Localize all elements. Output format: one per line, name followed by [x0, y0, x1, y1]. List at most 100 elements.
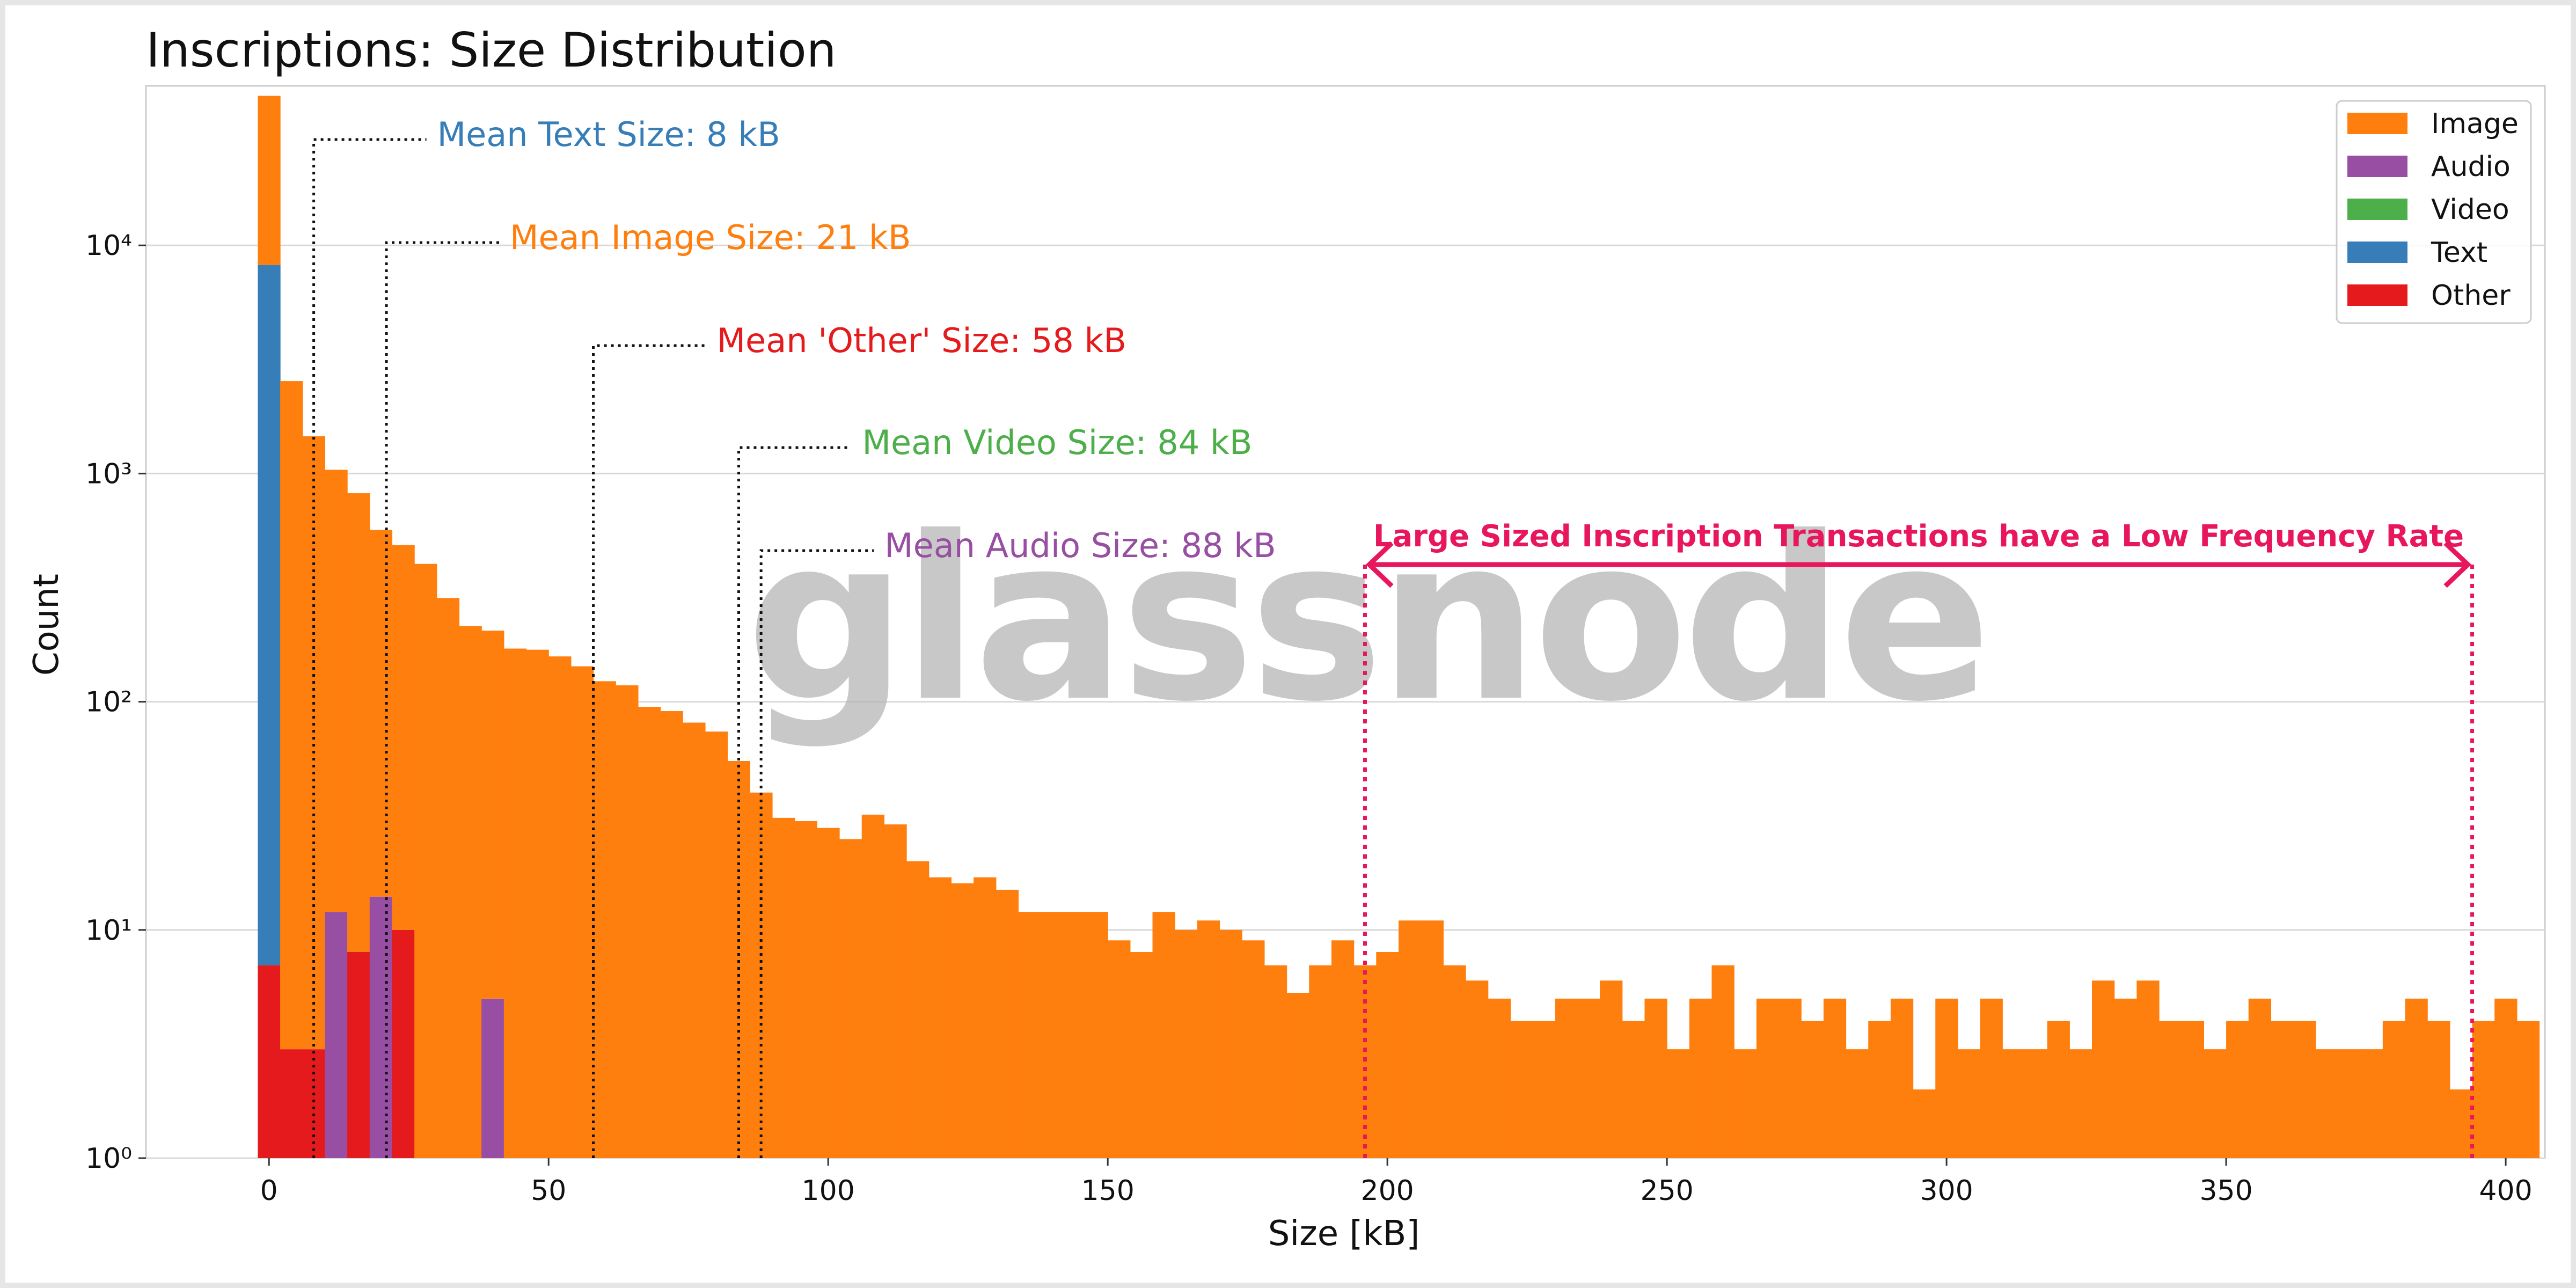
- bar-image: [1577, 998, 1600, 1158]
- y-tick-label: 10³: [85, 458, 132, 490]
- bar-image: [1398, 920, 1422, 1158]
- bar-image: [2382, 1021, 2406, 1158]
- bar-image: [1376, 952, 1399, 1158]
- bar-image: [1197, 920, 1220, 1158]
- bar-image: [1443, 965, 1466, 1158]
- bar-image: [1868, 1021, 1891, 1158]
- bar-image: [1957, 1049, 1981, 1158]
- bar-other: [280, 1049, 303, 1158]
- bar-image: [1219, 930, 1242, 1158]
- bar-image: [638, 707, 661, 1158]
- bar-image: [906, 861, 930, 1158]
- bar-image: [1689, 998, 1713, 1158]
- bar-image: [1801, 1021, 1824, 1158]
- bar-image: [1890, 998, 1914, 1158]
- bar-image: [1555, 998, 1578, 1158]
- mean-size-annotations: Mean Text Size: 8 kB Mean Image Size: 21 …: [312, 115, 1276, 1158]
- mean-size-label: Mean Audio Size: 88 kB: [884, 526, 1276, 565]
- bar-image: [2449, 1089, 2473, 1158]
- bar-other: [258, 965, 281, 1158]
- bar-image: [928, 877, 952, 1158]
- bar-image: [2338, 1049, 2361, 1158]
- x-tick-label: 200: [1361, 1175, 1414, 1207]
- histogram-bars: [258, 96, 2540, 1158]
- bar-image: [839, 839, 862, 1158]
- bar-image: [459, 626, 482, 1158]
- bar-image: [861, 815, 884, 1158]
- bar-image: [2360, 1049, 2383, 1158]
- bar-image: [1152, 912, 1175, 1158]
- bar-image: [2405, 998, 2428, 1158]
- bar-image: [1488, 998, 1511, 1158]
- y-tick-label: 10¹: [85, 914, 132, 947]
- bar-image: [1018, 912, 1041, 1158]
- bar-image: [347, 493, 370, 953]
- bar-image: [2516, 1021, 2540, 1158]
- mean-size-leader-line: [759, 549, 874, 1158]
- bar-image: [1063, 912, 1086, 1158]
- bar-image: [1353, 965, 1377, 1158]
- bar-image: [2047, 1021, 2070, 1158]
- x-tick-label: 250: [1640, 1175, 1693, 1207]
- y-axis-ticks: 10⁰ 10¹ 10² 10³ 10⁴: [85, 230, 146, 1175]
- mean-size-leader-line: [312, 138, 427, 1158]
- bar-image: [2204, 1049, 2227, 1158]
- bar-image: [1756, 998, 1780, 1158]
- legend-swatch-text: [2347, 241, 2407, 263]
- bar-other: [347, 952, 370, 1158]
- bar-image: [1667, 1049, 1690, 1158]
- bar-image: [1331, 940, 1355, 1158]
- bar-image: [2472, 1021, 2495, 1158]
- bar-image: [996, 889, 1019, 1158]
- x-axis-label: Size [kB]: [1268, 1214, 1420, 1254]
- bar-image: [436, 598, 460, 1158]
- mean-size-label: Mean Image Size: 21 kB: [510, 218, 911, 257]
- y-axis-label: Count: [27, 574, 67, 676]
- bar-image: [593, 681, 616, 1158]
- bar-image: [1108, 940, 1131, 1158]
- bar-image: [1510, 1021, 1533, 1158]
- bar-text: [258, 265, 281, 965]
- bar-image: [616, 685, 639, 1158]
- bar-image: [2271, 1021, 2294, 1158]
- bar-image: [325, 470, 348, 912]
- bar-image: [2248, 998, 2272, 1158]
- bar-image: [2226, 1021, 2249, 1158]
- bar-image: [2159, 1021, 2182, 1158]
- bar-image: [1264, 965, 1287, 1158]
- bar-image: [2181, 1021, 2205, 1158]
- bar-image: [2315, 1049, 2339, 1158]
- legend-label-video: Video: [2431, 194, 2509, 226]
- bar-image: [1041, 912, 1064, 1158]
- bar-image: [2427, 1021, 2450, 1158]
- callout-text: Large Sized Inscription Transactions hav…: [1373, 519, 2464, 554]
- bar-image: [2092, 980, 2115, 1158]
- bar-image: [1421, 920, 1444, 1158]
- bar-image: [1242, 940, 1265, 1158]
- bar-audio: [481, 998, 504, 1158]
- mean-size-label: Mean Text Size: 8 kB: [437, 115, 780, 154]
- mean-size-label: Mean Video Size: 84 kB: [862, 423, 1252, 462]
- bar-image: [1466, 980, 1489, 1158]
- bar-image: [2024, 1049, 2048, 1158]
- bar-image: [503, 648, 527, 1158]
- y-tick-label: 10⁴: [85, 230, 132, 262]
- bar-image: [1533, 1021, 1556, 1158]
- bar-image: [369, 530, 393, 897]
- y-tick-label: 10⁰: [85, 1143, 132, 1175]
- bar-other: [392, 930, 415, 1158]
- callout-arrow-left-head: [1365, 541, 1394, 588]
- legend-label-other: Other: [2431, 280, 2511, 312]
- bar-image: [280, 381, 303, 1050]
- bar-image: [392, 545, 415, 930]
- bar-image: [1823, 998, 1847, 1158]
- bar-image: [2002, 1049, 2025, 1158]
- x-tick-label: 150: [1081, 1175, 1135, 1207]
- legend: Image Audio Video Text Other: [2336, 100, 2532, 324]
- bar-image: [660, 711, 683, 1158]
- bar-image: [1644, 998, 1667, 1158]
- mean-size-label: Mean 'Other' Size: 58 kB: [717, 321, 1126, 360]
- bar-image: [1935, 998, 1958, 1158]
- callout-arrow-right-head: [2443, 541, 2472, 588]
